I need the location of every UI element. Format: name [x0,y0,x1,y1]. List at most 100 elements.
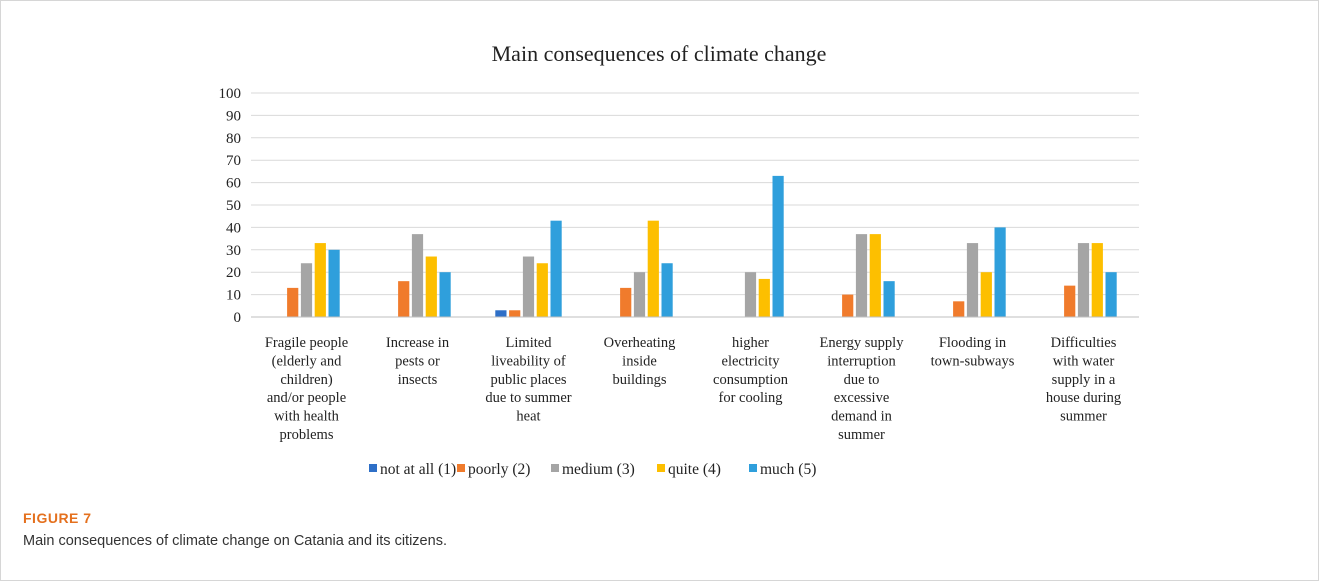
bar [953,301,965,317]
x-category-label-line: interruption [827,353,896,369]
bar [980,272,992,317]
x-category-label: Overheating inside buildings [604,335,676,388]
x-category-label-line: supply in a [1052,372,1116,388]
legend-label: much (5) [760,461,816,478]
bar [1077,243,1090,317]
x-axis: Fragile people (elderly and children) and/o… [251,316,1139,443]
x-category-label-line: summer [838,427,885,443]
x-category-label-line: house during [1046,390,1121,406]
figure-caption: Main consequences of climate change on C… [23,533,447,549]
bar [550,220,562,317]
figure-label: FIGURE 7 [23,510,92,526]
bar [869,234,881,317]
legend-swatch [657,464,665,472]
bar [314,243,326,317]
legend-swatch [749,464,757,472]
bar [1091,243,1103,317]
legend-label: not at all (1) [380,461,456,478]
bar [1105,272,1117,317]
y-tick-label: 30 [226,243,241,259]
x-category-label-line: excessive [834,390,890,406]
x-category-label-line: Fragile people [265,335,348,351]
x-category-label-line: for cooling [718,390,782,406]
x-category-label: Limited liveability of public places due to… [485,335,571,425]
x-category-label-line: Energy supply [820,335,905,351]
x-category-label-line: due to [844,372,880,388]
y-tick-label: 10 [226,288,241,304]
bar [411,234,424,317]
x-category-label-line: insects [398,372,438,388]
x-category-label: Increase in pests or insects [386,335,450,388]
bar [855,234,868,317]
x-category-label-line: pests or [395,353,440,369]
x-category-label-line: higher [732,335,769,351]
x-category-label-line: Overheating [604,335,676,351]
x-category-label-line: with water [1053,353,1115,369]
bar [495,310,507,317]
bar [883,281,895,317]
bar [300,263,313,317]
bar [536,263,548,317]
y-tick-label: 100 [219,86,242,102]
x-category-label-line: children) [280,372,333,388]
y-tick-label: 20 [226,265,241,281]
bar [758,278,770,317]
y-tick-label: 0 [234,310,242,326]
x-category-label-line: due to summer [485,390,571,406]
legend-swatch [551,464,559,472]
bar [772,175,784,317]
bar [509,310,521,317]
x-category-label: Flooding in town-subways [931,335,1015,369]
bar [398,281,410,317]
bar [1064,285,1076,317]
bar [842,294,854,317]
y-tick-label: 50 [226,198,241,214]
legend-label: medium (3) [562,461,635,478]
x-category-label-line: demand in [831,409,893,425]
x-category-label-line: summer [1060,409,1107,425]
bar [994,227,1006,317]
x-category-label-line: Flooding in [939,335,1007,351]
x-category-label-line: Limited [506,335,553,351]
x-category-label-line: electricity [722,353,781,369]
y-tick-label: 80 [226,131,241,147]
bar [439,272,451,317]
x-category-label-line: buildings [613,372,667,388]
x-category-label-line: and/or people [267,390,346,406]
bar [620,287,632,317]
x-category-label-line: consumption [713,372,789,388]
bar [633,272,646,317]
y-tick-label: 60 [226,176,241,192]
y-tick-label: 40 [226,220,241,236]
x-category-label-line: (elderly and [272,353,342,369]
x-category-label-line: heat [516,409,540,425]
bar [647,220,659,317]
x-category-label-line: liveability of [491,353,566,369]
y-tick-label: 70 [226,153,241,169]
bars [287,175,1117,317]
bar [966,243,979,317]
chart-container: Main consequences of climate change 0 10 2… [139,21,1181,493]
x-category-label-line: inside [622,353,657,369]
bar [287,287,299,317]
bar [425,256,437,317]
x-category-label-line: town-subways [931,353,1015,369]
y-axis: 0 10 20 30 40 50 60 70 80 90 100 [219,86,242,326]
bar [661,263,673,317]
legend-swatch [369,464,377,472]
x-category-label-line: with health [274,409,340,425]
legend: not at all (1) poorly (2) medium (3) quite … [369,461,816,478]
legend-label: quite (4) [668,461,721,478]
x-category-label: higher electricity consumption for cooling [713,335,789,406]
legend-swatch [457,464,465,472]
x-category-label-line: Increase in [386,335,450,351]
legend-label: poorly (2) [468,461,530,478]
gridlines [251,92,1139,318]
x-category-label: Difficulties with water supply in a house d… [1046,335,1121,425]
x-category-label-line: problems [280,427,334,443]
y-tick-label: 90 [226,108,241,124]
x-category-label: Energy supply interruption due to excessive… [820,335,905,443]
bar [744,272,757,317]
chart-title: Main consequences of climate change [492,41,827,66]
bar-chart: Main consequences of climate change 0 10 2… [219,41,1139,478]
